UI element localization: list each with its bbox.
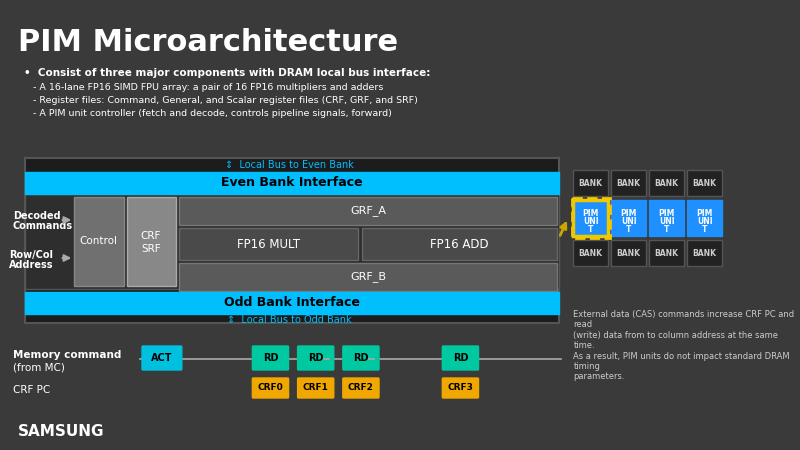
FancyBboxPatch shape bbox=[442, 346, 478, 370]
FancyBboxPatch shape bbox=[362, 228, 558, 260]
Text: BANK: BANK bbox=[617, 248, 641, 257]
Text: PIM: PIM bbox=[621, 210, 637, 219]
Text: RD: RD bbox=[453, 353, 468, 363]
Text: FP16 MULT: FP16 MULT bbox=[237, 238, 300, 251]
Text: CRF PC: CRF PC bbox=[13, 385, 50, 395]
Text: ACT: ACT bbox=[151, 353, 173, 363]
FancyBboxPatch shape bbox=[126, 197, 176, 286]
Text: Odd Bank Interface: Odd Bank Interface bbox=[224, 297, 360, 310]
Text: UNI: UNI bbox=[583, 217, 598, 226]
Bar bbox=[572, 198, 610, 238]
Text: Decoded: Decoded bbox=[13, 211, 60, 221]
Text: CRF0: CRF0 bbox=[258, 383, 283, 392]
Text: RD: RD bbox=[353, 353, 369, 363]
Text: Control: Control bbox=[79, 236, 118, 246]
Text: T: T bbox=[664, 225, 670, 234]
FancyBboxPatch shape bbox=[74, 197, 124, 286]
Text: PIM: PIM bbox=[582, 210, 599, 219]
Text: CRF: CRF bbox=[141, 231, 162, 241]
FancyBboxPatch shape bbox=[650, 200, 684, 236]
FancyBboxPatch shape bbox=[574, 170, 608, 196]
FancyBboxPatch shape bbox=[611, 240, 646, 266]
Text: GRF_A: GRF_A bbox=[350, 206, 386, 216]
Text: T: T bbox=[702, 225, 707, 234]
Text: GRF_B: GRF_B bbox=[350, 271, 386, 283]
FancyBboxPatch shape bbox=[650, 170, 684, 196]
Text: •  Consist of three major components with DRAM local bus interface:: • Consist of three major components with… bbox=[23, 68, 430, 78]
Text: UNI: UNI bbox=[621, 217, 637, 226]
Text: SRF: SRF bbox=[142, 244, 161, 254]
Text: Commands: Commands bbox=[13, 221, 73, 231]
Text: PIM: PIM bbox=[658, 210, 675, 219]
Text: BANK: BANK bbox=[578, 248, 602, 257]
FancyBboxPatch shape bbox=[298, 346, 334, 370]
Text: BANK: BANK bbox=[654, 179, 678, 188]
FancyBboxPatch shape bbox=[611, 200, 646, 236]
FancyBboxPatch shape bbox=[687, 170, 722, 196]
Text: BANK: BANK bbox=[693, 248, 717, 257]
FancyBboxPatch shape bbox=[252, 346, 289, 370]
Text: BANK: BANK bbox=[578, 179, 602, 188]
FancyBboxPatch shape bbox=[179, 228, 358, 260]
Text: SAMSUNG: SAMSUNG bbox=[18, 424, 105, 440]
FancyBboxPatch shape bbox=[142, 346, 182, 370]
FancyBboxPatch shape bbox=[343, 378, 379, 398]
Text: CRF3: CRF3 bbox=[447, 383, 474, 392]
Text: Even Bank Interface: Even Bank Interface bbox=[222, 176, 363, 189]
FancyBboxPatch shape bbox=[298, 378, 334, 398]
Text: FP16 ADD: FP16 ADD bbox=[430, 238, 489, 251]
FancyBboxPatch shape bbox=[26, 172, 559, 194]
Text: ⇕  Local Bus to Even Bank: ⇕ Local Bus to Even Bank bbox=[225, 160, 354, 170]
Text: BANK: BANK bbox=[693, 179, 717, 188]
Text: Row/Col: Row/Col bbox=[9, 250, 53, 260]
FancyBboxPatch shape bbox=[179, 263, 558, 291]
Text: T: T bbox=[588, 225, 594, 234]
Text: CRF1: CRF1 bbox=[302, 383, 329, 392]
Text: T: T bbox=[626, 225, 631, 234]
FancyBboxPatch shape bbox=[442, 378, 478, 398]
Text: ⇕  Local Bus to Odd Bank: ⇕ Local Bus to Odd Bank bbox=[227, 315, 352, 325]
Text: PIM Microarchitecture: PIM Microarchitecture bbox=[18, 28, 398, 57]
Text: Memory command: Memory command bbox=[13, 350, 121, 360]
Text: - A PIM unit controller (fetch and decode, controls pipeline signals, forward): - A PIM unit controller (fetch and decod… bbox=[33, 109, 391, 118]
FancyBboxPatch shape bbox=[26, 194, 559, 289]
Text: RD: RD bbox=[308, 353, 323, 363]
Text: RD: RD bbox=[262, 353, 278, 363]
Text: CRF2: CRF2 bbox=[348, 383, 374, 392]
FancyBboxPatch shape bbox=[687, 200, 722, 236]
FancyBboxPatch shape bbox=[179, 197, 558, 225]
Text: External data (CAS) commands increase CRF PC and read
(write) data from to colum: External data (CAS) commands increase CR… bbox=[574, 310, 794, 382]
Text: UNI: UNI bbox=[659, 217, 674, 226]
FancyBboxPatch shape bbox=[252, 378, 289, 398]
Text: BANK: BANK bbox=[617, 179, 641, 188]
FancyBboxPatch shape bbox=[26, 292, 559, 314]
FancyBboxPatch shape bbox=[611, 170, 646, 196]
FancyBboxPatch shape bbox=[650, 240, 684, 266]
Text: - A 16-lane FP16 SIMD FPU array: a pair of 16 FP16 multipliers and adders: - A 16-lane FP16 SIMD FPU array: a pair … bbox=[33, 83, 383, 92]
FancyBboxPatch shape bbox=[687, 240, 722, 266]
FancyBboxPatch shape bbox=[26, 158, 559, 323]
Text: UNI: UNI bbox=[697, 217, 713, 226]
Text: BANK: BANK bbox=[654, 248, 678, 257]
Text: PIM: PIM bbox=[697, 210, 713, 219]
FancyBboxPatch shape bbox=[343, 346, 379, 370]
Text: Address: Address bbox=[9, 260, 54, 270]
Text: - Register files: Command, General, and Scalar register files (CRF, GRF, and SRF: - Register files: Command, General, and … bbox=[33, 96, 418, 105]
Text: (from MC): (from MC) bbox=[13, 363, 65, 373]
FancyBboxPatch shape bbox=[574, 200, 608, 236]
FancyBboxPatch shape bbox=[574, 240, 608, 266]
